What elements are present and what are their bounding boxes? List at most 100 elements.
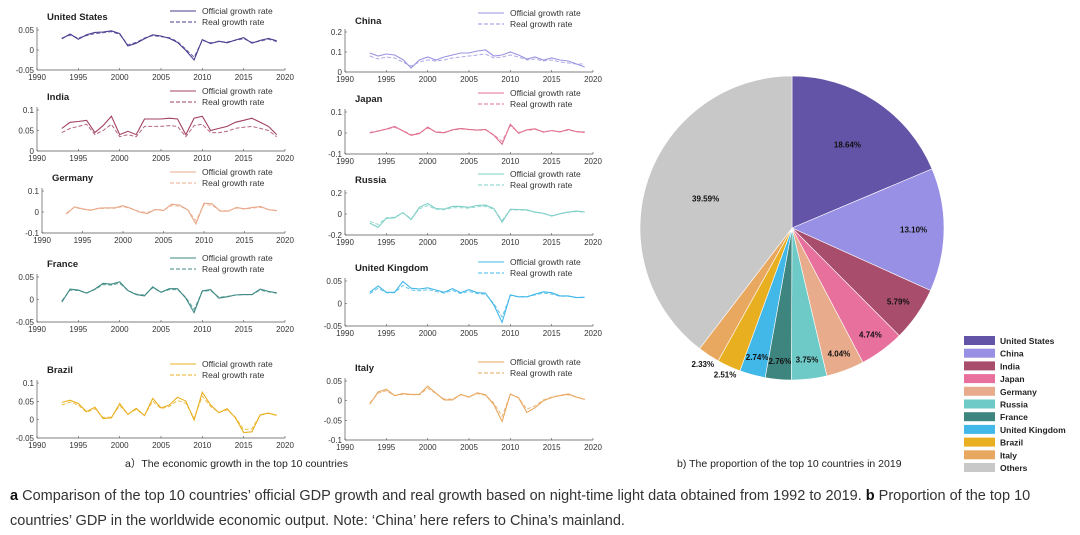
y-tick-label: -0.1 [25,229,39,238]
real-growth-line [66,204,277,222]
legend-label-india: India [1000,361,1020,371]
x-tick-label: 2005 [155,236,173,245]
x-tick-label: 1990 [28,325,46,334]
y-tick-label: 0 [338,68,343,77]
y-tick-label: 0 [30,46,35,55]
official-growth-line [61,281,277,314]
official-growth-line [369,202,585,228]
chart-title: China [355,16,382,27]
chart-united-kingdom: 1990 1995 2000 2005 2010 2015 2020 0.05 0 -0.05 Un… [324,257,603,338]
x-tick-label: 2020 [276,236,294,245]
legend-swatch-others [964,463,995,472]
real-growth-line [369,53,585,67]
x-tick-label: 2015 [235,441,253,450]
legend-swatch-japan [964,374,995,384]
chart-italy: 1990 1995 2000 2005 2010 2015 2020 0.05 0 -0.05 -0… [324,357,603,452]
chart-title: Russia [355,175,387,186]
legend-label-others: Others [1000,463,1028,473]
legend-swatch-united-states [964,336,995,345]
real-growth-line [61,123,278,138]
chart-title: Italy [355,363,375,374]
legend-swatch-france [964,412,995,422]
x-tick-label: 2010 [193,73,211,82]
chart-japan: 1990 1995 2000 2005 2010 2015 2020 0.1 0 -0.1 Japa… [328,88,602,166]
y-tick-label: 0.05 [18,397,34,406]
pie-legend: United States China India Japan Germany Russi… [964,336,1066,473]
legend-label-brazil: Brazil [1000,438,1023,448]
legend-real-label: Real growth rate [510,180,573,190]
official-growth-line [369,280,585,324]
caption-a-text: Comparison of the top 10 countries’ offi… [18,488,866,504]
y-tick-label: -0.1 [328,150,342,159]
chart-title: United States [47,12,108,23]
y-tick-label: -0.05 [16,66,35,75]
x-tick-label: 1995 [69,154,87,163]
legend-real-label: Real growth rate [202,264,265,274]
x-tick-label: 2000 [111,325,129,334]
x-tick-label: 2010 [501,329,519,338]
pie-label-united-kingdom: 2.74% [746,353,769,362]
panel-a-label: a）The economic growth in the top 10 coun… [125,458,348,470]
x-tick-label: 2005 [152,325,170,334]
legend-real-label: Real growth rate [510,99,573,109]
x-tick-label: 1990 [336,75,354,84]
legend-official-label: Official growth rate [202,253,273,263]
x-tick-label: 1990 [336,443,354,452]
legend-official-label: Official growth rate [510,8,581,18]
legend-real-label: Real growth rate [510,19,573,29]
chart-title: France [47,259,78,270]
y-tick-label: 0.05 [326,277,342,286]
y-tick-label: 0 [30,147,35,156]
pie-label-others: 39.59% [692,195,719,204]
official-growth-line [61,115,278,136]
x-tick-label: 1990 [28,441,46,450]
x-tick-label: 2020 [276,441,294,450]
pie-chart: 18.64% 13.10% 5.79% 4.74% 4.04% 3.75% 2.76%2.7… [639,75,945,381]
y-tick-label: 0.05 [18,127,34,136]
y-tick-label: 0 [30,416,35,425]
x-tick-label: 2000 [419,238,437,247]
official-growth-line [369,123,585,146]
chart-france: 1990 1995 2000 2005 2010 2015 2020 0.05 0 -0.05 Fr… [16,253,295,334]
chart-united-states: 1990 1995 2000 2005 2010 2015 2020 0.05 0 -0.05 Un… [16,6,295,82]
legend-swatch-russia [964,399,995,409]
chart-title: Japan [355,94,383,105]
x-tick-label: 2010 [501,238,519,247]
x-tick-label: 2010 [193,441,211,450]
y-tick-label: 0.05 [18,26,34,35]
official-growth-line [369,385,585,424]
x-tick-label: 2000 [419,157,437,166]
x-tick-label: 2015 [235,325,253,334]
legend-label-united-states: United States [1000,336,1055,346]
x-tick-label: 2020 [276,325,294,334]
x-tick-label: 2010 [195,236,213,245]
official-growth-line [65,202,277,226]
x-tick-label: 2010 [501,443,519,452]
x-tick-label: 2020 [584,75,602,84]
x-tick-label: 1995 [69,73,87,82]
chart-germany: 1990 1995 2000 2005 2010 2015 2020 0.1 0 -0.1 Germ… [25,167,294,245]
x-tick-label: 2010 [501,157,519,166]
pie-label-brazil: 2.51% [714,371,737,380]
legend-official-label: Official growth rate [202,6,273,16]
y-tick-label: 0.1 [23,106,35,115]
legend-real-label: Real growth rate [510,268,573,278]
y-tick-label: 0.1 [331,108,343,117]
x-tick-label: 1995 [377,329,395,338]
x-tick-label: 2005 [152,73,170,82]
legend-label-united-kingdom: United Kingdom [1000,425,1066,435]
x-tick-label: 2000 [419,75,437,84]
x-tick-label: 1990 [336,157,354,166]
chart-india: 1990 1995 2000 2005 2010 2015 2020 0.1 0.05 0 Indi… [18,86,294,163]
pie-label-united-states: 18.64% [834,140,861,149]
x-tick-label: 1995 [69,325,87,334]
x-tick-label: 1990 [33,236,51,245]
legend-label-russia: Russia [1000,400,1028,410]
chart-title: India [47,92,70,103]
real-growth-line [369,387,585,418]
y-tick-label: -0.05 [16,318,35,327]
real-growth-line [369,124,585,143]
legend-swatch-italy [964,450,995,460]
x-tick-label: 2015 [543,157,561,166]
chart-brazil: 1990 1995 2000 2005 2010 2015 2020 0.1 0.05 0 -0.0… [16,359,295,450]
